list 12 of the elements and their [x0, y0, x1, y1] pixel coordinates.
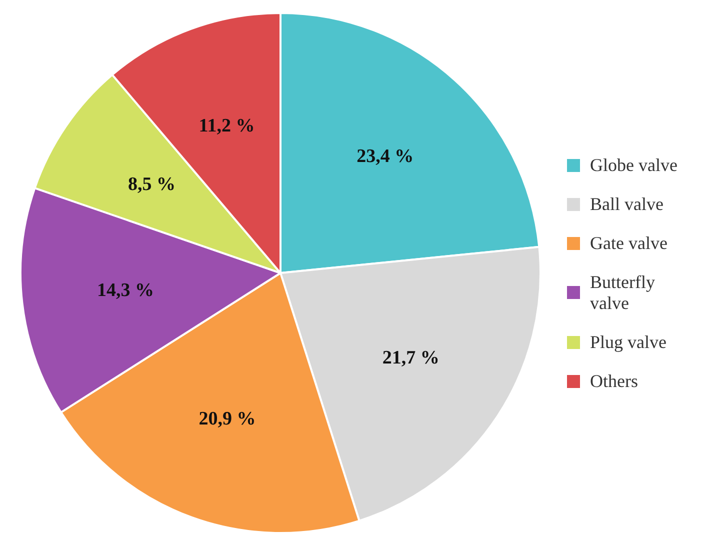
data-label: 8,5 % [128, 174, 176, 195]
legend-label: Others [590, 370, 638, 392]
data-label: 21,7 % [382, 348, 440, 369]
data-label: 14,3 % [97, 280, 154, 301]
data-label: 11,2 % [198, 115, 255, 136]
legend-label: Globe valve [590, 154, 678, 176]
legend-label: Plug valve [590, 332, 666, 352]
data-label: 23,4 % [356, 146, 414, 168]
legend-label: Ball valve [590, 194, 664, 214]
legend-label: Butterfly valve [590, 272, 656, 314]
legend-label: Gate valve [590, 232, 668, 254]
data-label: 20,9 % [198, 408, 256, 430]
